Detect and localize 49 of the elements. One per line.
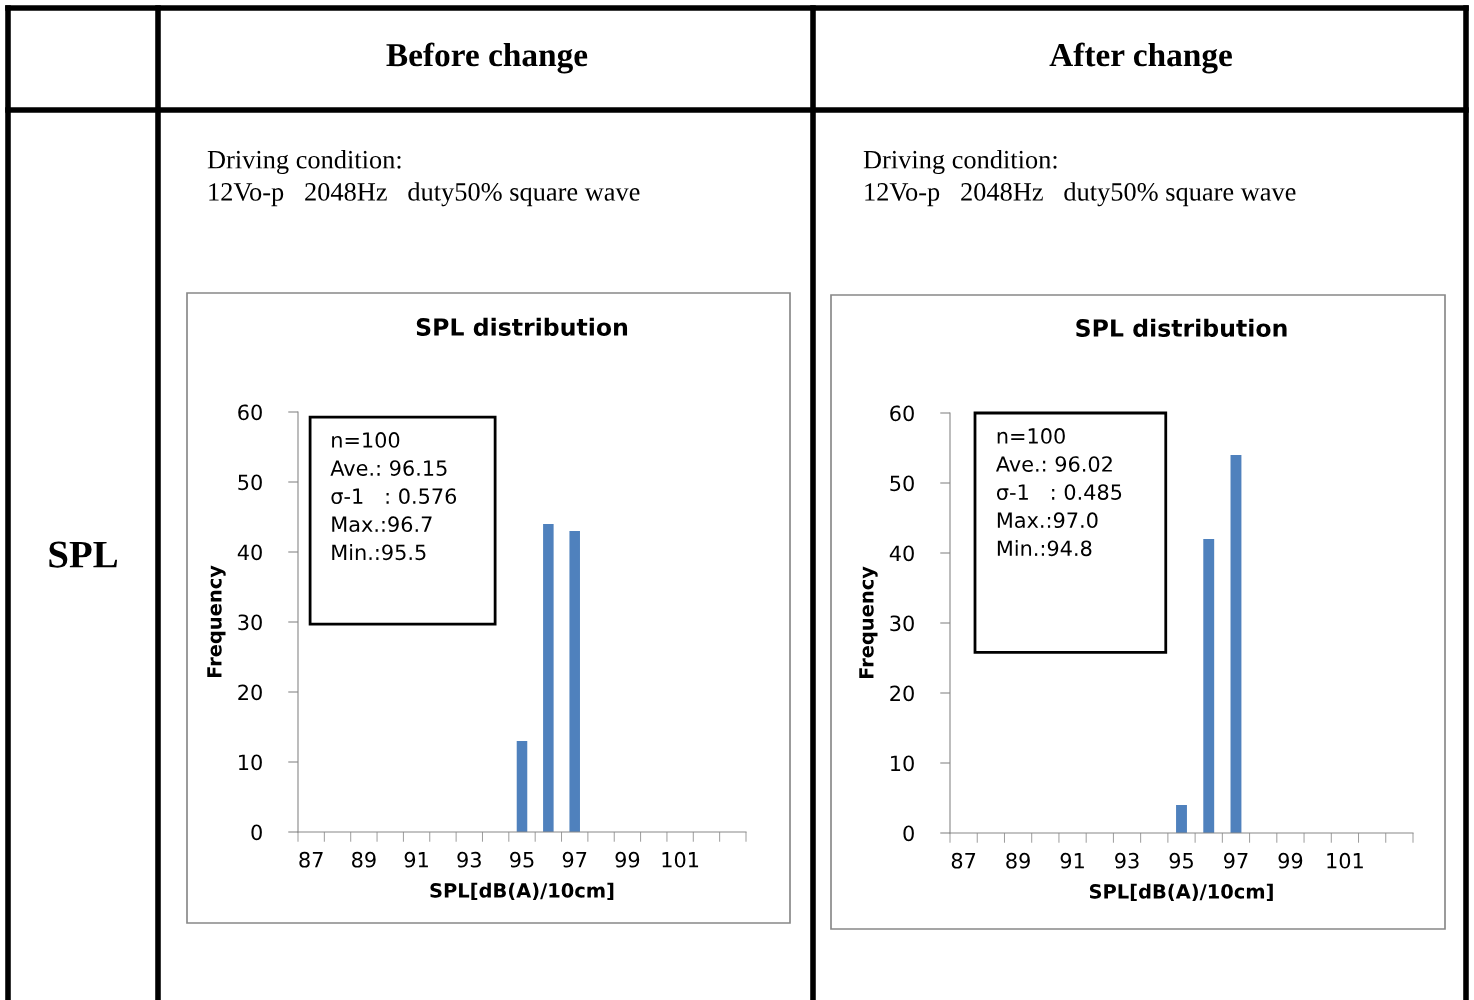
x-tick-label: 101	[662, 851, 699, 868]
y-tick-label: 30	[238, 614, 262, 631]
text: Driving condition: 12Vo-p 2048Hz duty50% square wave	[207, 150, 640, 207]
text: Driving condition: 12Vo-p 2048Hz duty50% square wave	[863, 150, 1296, 207]
x-tick-label: 89	[1006, 852, 1030, 869]
x-tick-label: 95	[510, 851, 534, 868]
bar	[1203, 539, 1215, 833]
y-tick-label: 60	[238, 404, 262, 421]
y-tick-label: 10	[891, 755, 914, 772]
bar	[543, 524, 554, 832]
text: After change	[1049, 42, 1232, 74]
y-tick-label: 60	[890, 405, 914, 422]
y-axis-title: Frequency	[207, 565, 226, 678]
annotation: n=100 Ave.: 96.02 σ-1 : 0.485 Max.:97.0 Min.:94.8	[996, 428, 1122, 557]
y-tick-label: 20	[890, 685, 914, 702]
y-tick-label: 0	[903, 825, 914, 842]
bar	[569, 531, 580, 832]
y-tick-label: 20	[238, 684, 262, 701]
y-tick-label: 40	[237, 544, 262, 561]
bar	[1176, 805, 1187, 833]
y-tick-label: 0	[251, 824, 262, 841]
x-tick-label: 93	[1115, 852, 1139, 869]
x-tick-label: 97	[1224, 852, 1248, 869]
annotation: n=100 Ave.: 96.15 σ-1 : 0.576 Max.:96.7 Min.:95.5	[330, 432, 457, 561]
chart-title: SPL distribution	[1076, 318, 1287, 337]
y-tick-label: 50	[238, 474, 262, 491]
y-tick-label: 50	[890, 475, 914, 492]
x-axis-title: SPL[dB(A)/10cm]	[430, 882, 614, 901]
text: Before change	[386, 42, 588, 74]
x-tick-label: 95	[1169, 852, 1193, 869]
x-tick-label: 91	[1060, 852, 1084, 869]
x-tick-label: 101	[1327, 852, 1363, 869]
x-tick-label: 99	[615, 851, 640, 868]
y-axis-title: Frequency	[859, 566, 878, 679]
bar	[516, 741, 528, 832]
y-tick-label: 30	[890, 615, 914, 632]
y-tick-label: 40	[889, 545, 914, 562]
y-tick-label: 10	[239, 754, 262, 771]
x-tick-label: 89	[352, 851, 376, 868]
x-tick-label: 97	[562, 851, 587, 868]
x-tick-label: 99	[1278, 852, 1303, 869]
x-tick-label: 87	[951, 852, 976, 869]
x-tick-label: 91	[404, 851, 428, 868]
text: SPL	[49, 541, 118, 568]
bar	[1230, 455, 1242, 833]
chart-title: SPL distribution	[416, 317, 628, 336]
x-tick-label: 87	[299, 851, 323, 868]
x-tick-label: 93	[457, 851, 481, 868]
x-axis-title: SPL[dB(A)/10cm]	[1089, 883, 1273, 902]
